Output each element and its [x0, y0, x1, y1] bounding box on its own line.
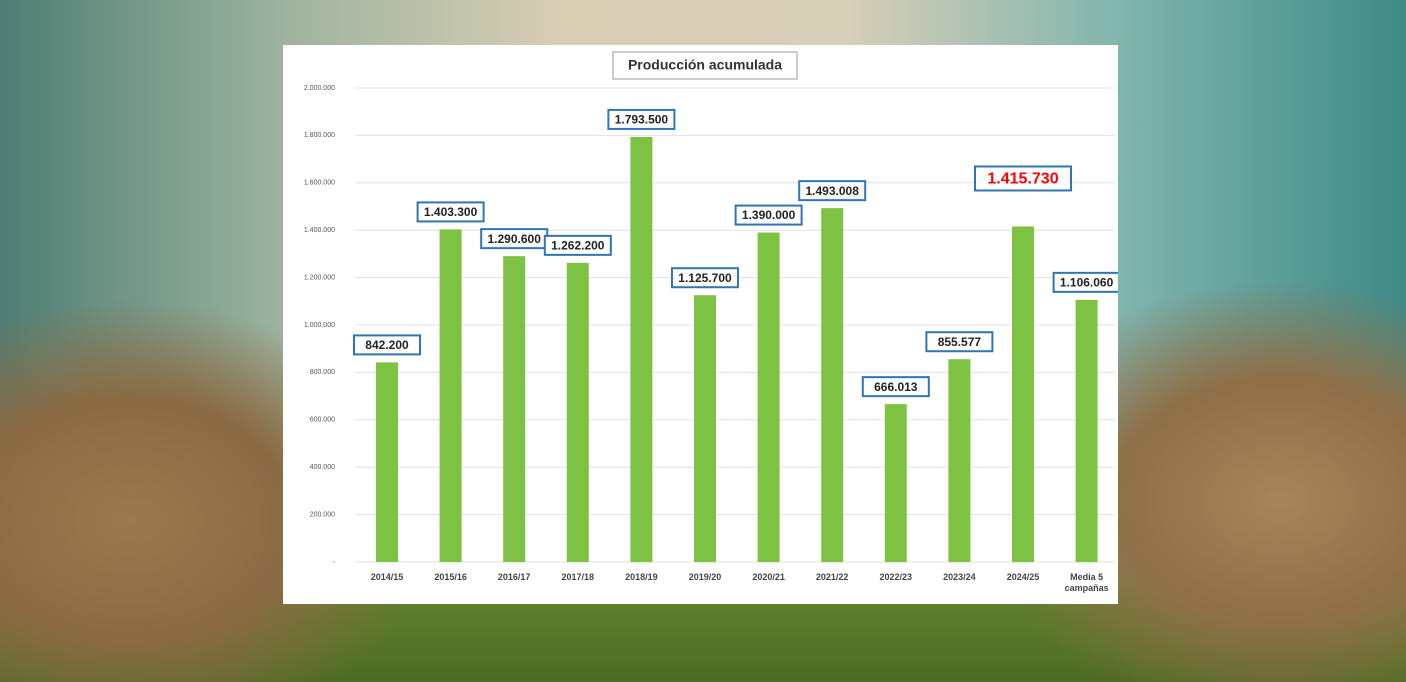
- y-tick-label: 1.000.000: [304, 322, 335, 329]
- y-tick-label: 400.000: [310, 464, 335, 471]
- x-tick-label: 2017/18: [547, 572, 609, 583]
- x-tick-label: 2024/25: [992, 572, 1054, 583]
- value-label: 855.577: [938, 335, 982, 349]
- value-label: 666.013: [874, 380, 918, 394]
- value-label: 1.403.300: [424, 205, 478, 219]
- y-tick-label: 600.000: [310, 417, 335, 424]
- value-label: 1.390.000: [742, 208, 796, 222]
- y-tick-label: -: [333, 559, 336, 566]
- bar: [376, 362, 398, 562]
- y-tick-label: 1.400.000: [304, 227, 335, 234]
- y-tick-label: 200.000: [310, 511, 335, 518]
- value-label: 1.262.200: [551, 239, 605, 253]
- bar: [948, 359, 970, 562]
- x-tick-label: Media 5 campañas: [1056, 572, 1118, 594]
- x-tick-label: 2019/20: [674, 572, 736, 583]
- bar: [440, 229, 462, 562]
- value-label: 1.493.008: [806, 184, 860, 198]
- chart: Producción acumulada - 200.000 400.000 600.…: [283, 45, 1118, 604]
- value-label: 1.125.700: [678, 271, 732, 285]
- value-label: 1.415.730: [987, 171, 1058, 188]
- bar: [694, 295, 716, 562]
- x-tick-label: 2021/22: [801, 572, 863, 583]
- y-tick-label: 2.000.000: [304, 85, 335, 92]
- x-tick-label: 2015/16: [420, 572, 482, 583]
- y-tick-label: 1.600.000: [304, 180, 335, 187]
- bar: [1076, 300, 1098, 562]
- value-label: 1.290.600: [488, 232, 542, 246]
- chart-title: Producción acumulada: [628, 57, 782, 73]
- y-tick-label: 800.000: [310, 369, 335, 376]
- value-label: 842.200: [365, 338, 409, 352]
- screenshot: Producción acumulada - 200.000 400.000 600.…: [0, 0, 1406, 682]
- x-tick-label: 2023/24: [928, 572, 990, 583]
- value-label: 1.106.060: [1060, 276, 1114, 290]
- bar: [885, 404, 907, 562]
- bar: [821, 208, 843, 562]
- bar: [1012, 226, 1034, 562]
- bar: [503, 256, 525, 562]
- x-tick-label: 2014/15: [356, 572, 418, 583]
- x-tick-label: 2018/19: [610, 572, 672, 583]
- chart-panel: Producción acumulada - 200.000 400.000 600.…: [283, 45, 1118, 604]
- value-label: 1.793.500: [615, 113, 669, 127]
- y-tick-label: 1.800.000: [304, 132, 335, 139]
- x-tick-label: 2016/17: [483, 572, 545, 583]
- x-tick-label: 2020/21: [738, 572, 800, 583]
- bar: [567, 263, 589, 562]
- bar: [758, 233, 780, 562]
- bar: [630, 137, 652, 562]
- y-tick-label: 1.200.000: [304, 274, 335, 281]
- x-tick-label: 2022/23: [865, 572, 927, 583]
